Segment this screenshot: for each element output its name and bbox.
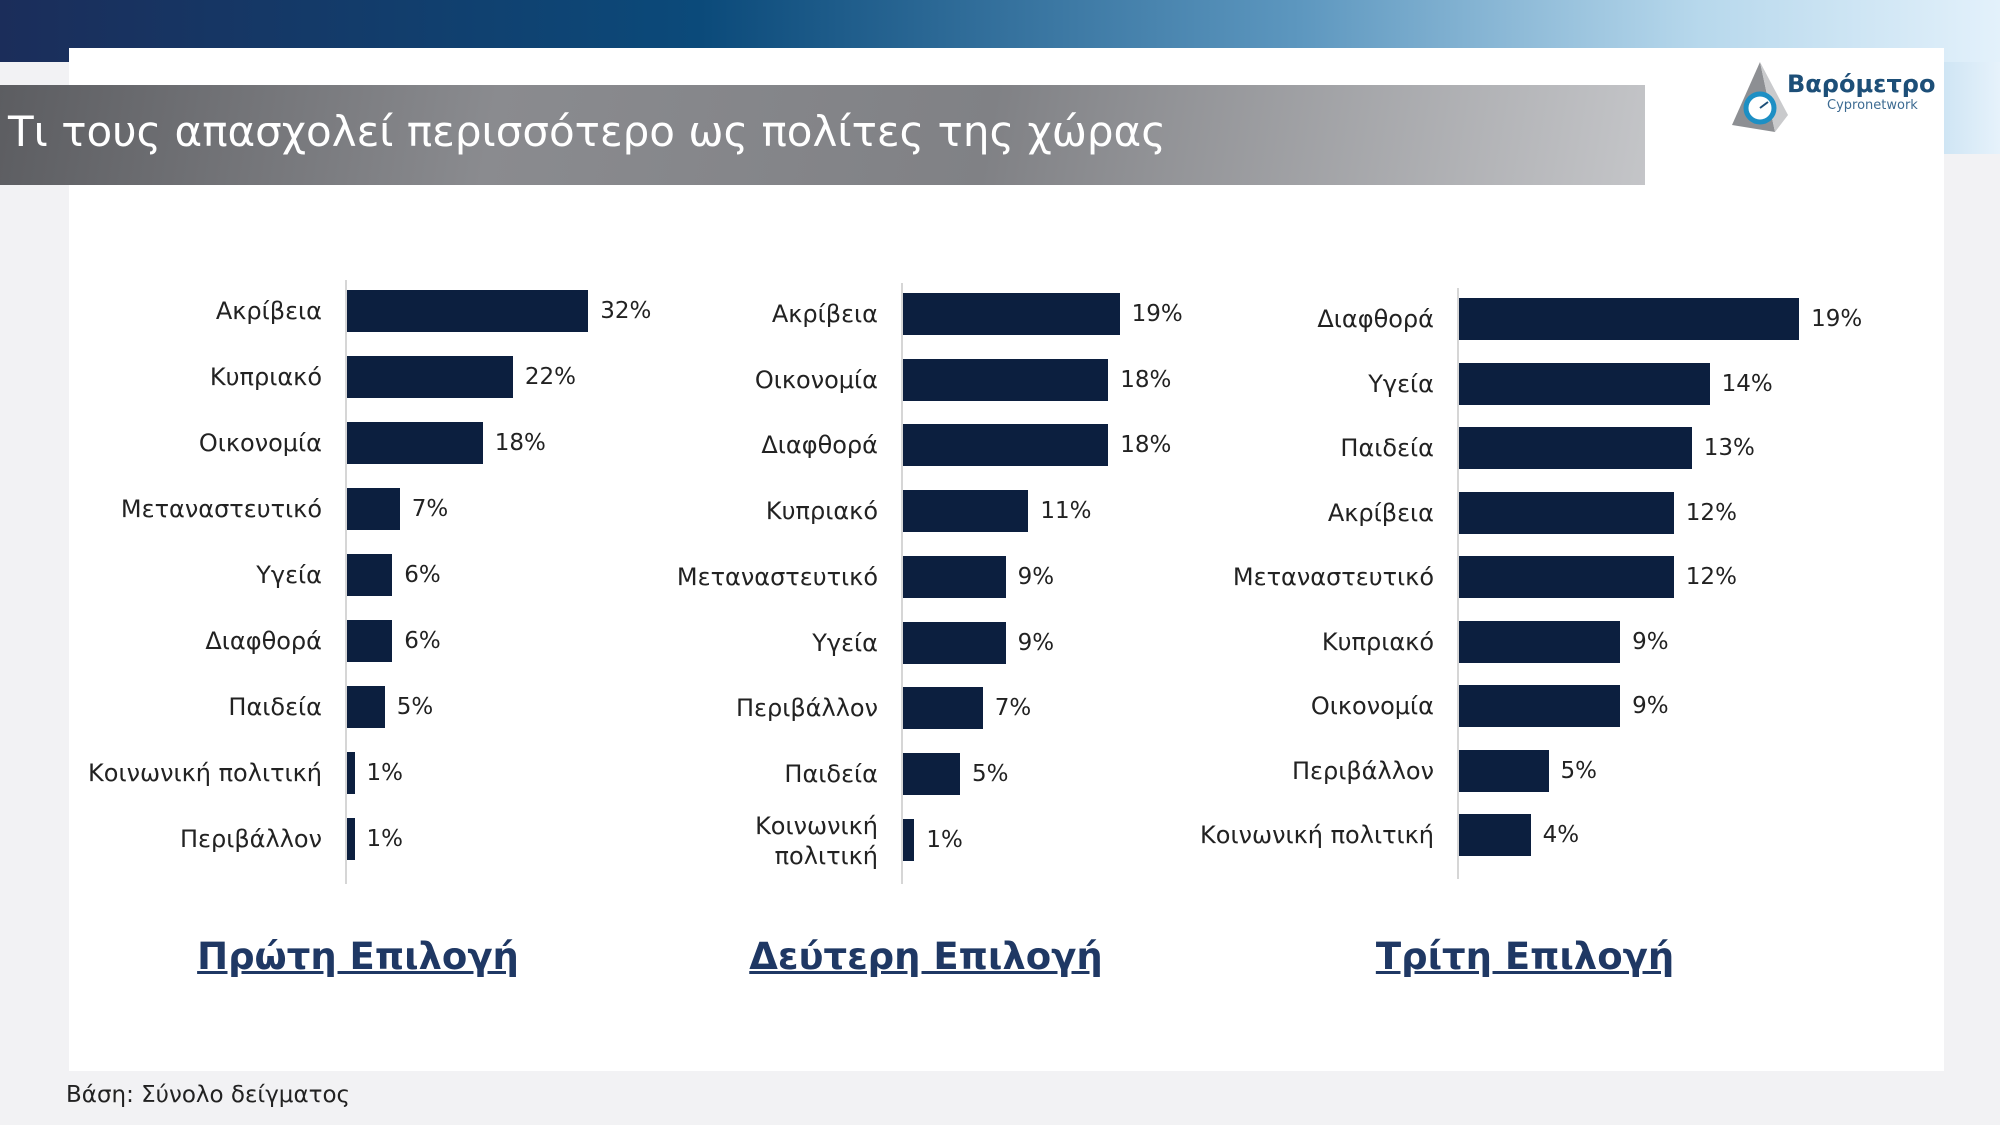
category-label: Περιβάλλον bbox=[1291, 756, 1434, 785]
bar bbox=[1459, 298, 1800, 340]
category-label: Οικονομία bbox=[1310, 692, 1434, 720]
category-label: Υγεία bbox=[256, 561, 322, 589]
category-label: Κυπριακό bbox=[1321, 627, 1434, 656]
category-label: Ακρίβεια bbox=[771, 300, 878, 328]
logo-name: Βαρόμετρο bbox=[1787, 70, 1936, 98]
value-label: 7% bbox=[411, 496, 449, 522]
value-label: 1% bbox=[366, 760, 404, 786]
section-title: Τρίτη Επιλογή bbox=[1375, 935, 1675, 978]
section-title: Πρώτη Επιλογή bbox=[197, 935, 519, 978]
category-label: Παιδεία bbox=[228, 693, 322, 721]
category-label: Παιδεία bbox=[1340, 434, 1434, 462]
value-label: 4% bbox=[1542, 822, 1580, 848]
value-label: 13% bbox=[1703, 435, 1755, 461]
value-label: 19% bbox=[1811, 306, 1863, 332]
footnote-base: Βάση: Σύνολο δείγματος bbox=[66, 1082, 351, 1108]
bar bbox=[1459, 362, 1710, 405]
value-label: 6% bbox=[404, 562, 441, 588]
value-label: 19% bbox=[1131, 301, 1183, 327]
category-label: Κοινωνική πολιτική bbox=[755, 811, 878, 870]
section-title: Δεύτερη Επιλογή bbox=[749, 935, 1103, 978]
bar bbox=[1459, 749, 1549, 792]
category-label: Οικονομία bbox=[754, 365, 878, 394]
bar bbox=[903, 424, 1109, 467]
bar bbox=[1459, 685, 1621, 727]
category-label: Περιβάλλον bbox=[735, 694, 878, 723]
category-label: Κοινωνική πολιτική bbox=[1200, 821, 1434, 849]
value-label: 18% bbox=[494, 430, 546, 456]
value-label: 5% bbox=[972, 760, 1009, 787]
category-label: Μεταναστευτικό bbox=[1232, 563, 1434, 591]
bar bbox=[347, 818, 355, 860]
value-label: 6% bbox=[404, 628, 441, 654]
bar bbox=[903, 358, 1109, 401]
page-title: Τι τους απασχολεί περισσότερο ως πολίτες… bbox=[8, 107, 1166, 156]
bar bbox=[903, 490, 1029, 533]
barometro-logo: Βαρόμετρο Cypronetwork bbox=[1730, 60, 1935, 135]
decorative-strip bbox=[1944, 62, 2000, 154]
value-label: 12% bbox=[1685, 564, 1737, 590]
category-label: Ακρίβεια bbox=[215, 297, 322, 325]
chart-axis bbox=[901, 283, 903, 885]
category-label: Διαφθορά bbox=[761, 431, 878, 460]
value-label: 14% bbox=[1721, 370, 1773, 397]
category-label: Περιβάλλον bbox=[179, 825, 322, 853]
bar bbox=[347, 488, 400, 530]
bar bbox=[903, 752, 960, 795]
value-label: 5% bbox=[1560, 757, 1598, 784]
value-label: 7% bbox=[994, 695, 1032, 722]
category-label: Κυπριακό bbox=[765, 497, 878, 526]
bar bbox=[903, 293, 1120, 335]
value-label: 9% bbox=[1632, 693, 1669, 719]
category-label: Παιδεία bbox=[784, 759, 878, 788]
value-label: 9% bbox=[1017, 563, 1055, 590]
chart-axis bbox=[1457, 288, 1459, 879]
logo-subtitle: Cypronetwork bbox=[1827, 98, 1918, 113]
category-label: Διαφθορά bbox=[1317, 305, 1434, 333]
value-label: 11% bbox=[1040, 498, 1092, 525]
bar bbox=[347, 752, 355, 794]
category-label: Μεταναστευτικό bbox=[676, 562, 878, 591]
bar bbox=[347, 422, 483, 464]
category-label: Υγεία bbox=[812, 628, 878, 657]
bar bbox=[347, 356, 513, 398]
category-label: Μεταναστευτικό bbox=[120, 495, 322, 523]
category-label: Οικονομία bbox=[198, 429, 322, 457]
bar bbox=[1459, 556, 1674, 598]
category-label: Κοινωνική πολιτική bbox=[88, 759, 322, 787]
chart-axis bbox=[345, 280, 347, 884]
bar bbox=[903, 621, 1006, 664]
bar bbox=[1459, 491, 1674, 534]
bar bbox=[1459, 620, 1621, 663]
bar bbox=[903, 687, 983, 730]
category-label: Διαφθορά bbox=[205, 627, 322, 655]
bar bbox=[347, 290, 589, 332]
value-label: 5% bbox=[396, 694, 434, 720]
value-label: 32% bbox=[600, 298, 652, 324]
bar bbox=[347, 554, 393, 596]
category-label: Ακρίβεια bbox=[1327, 498, 1434, 527]
title-bar: Τι τους απασχολεί περισσότερο ως πολίτες… bbox=[0, 85, 1645, 185]
value-label: 12% bbox=[1685, 499, 1737, 526]
value-label: 22% bbox=[524, 364, 576, 390]
bar bbox=[1459, 814, 1531, 856]
value-label: 18% bbox=[1120, 366, 1172, 393]
pyramid-gauge-icon bbox=[1732, 62, 1788, 132]
value-label: 1% bbox=[366, 826, 404, 852]
value-label: 9% bbox=[1017, 629, 1055, 656]
category-label: Υγεία bbox=[1368, 369, 1434, 398]
value-label: 18% bbox=[1120, 432, 1172, 459]
bar bbox=[903, 555, 1006, 598]
value-label: 1% bbox=[926, 826, 963, 853]
bar bbox=[1459, 427, 1692, 469]
value-label: 9% bbox=[1632, 628, 1669, 655]
category-label: Κυπριακό bbox=[209, 363, 322, 391]
bar bbox=[903, 818, 915, 861]
bar bbox=[347, 620, 393, 662]
bar bbox=[347, 686, 385, 728]
